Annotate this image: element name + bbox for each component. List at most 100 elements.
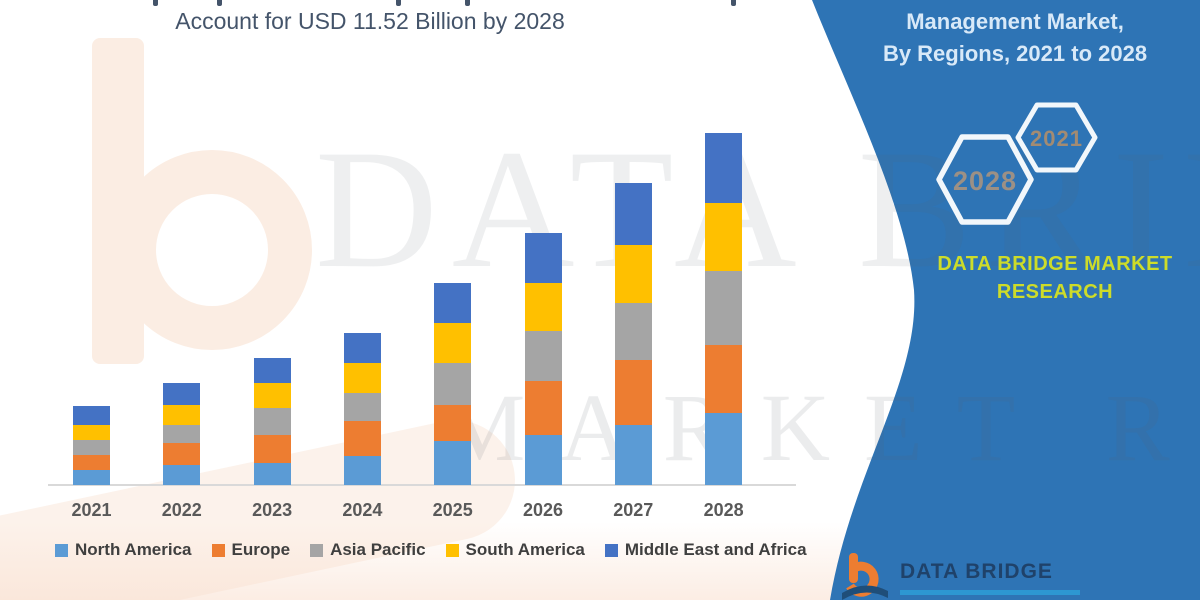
bar-segment-europe xyxy=(343,421,381,456)
footer-logo-text: DATA BRIDGE xyxy=(900,551,1080,595)
stacked-bar-2027 xyxy=(614,183,652,485)
bar-segment-north-america xyxy=(73,470,110,485)
band-heading-line1: Management Market, xyxy=(906,9,1124,34)
bar-segment-north-america xyxy=(434,441,472,485)
x-axis-label-2026: 2026 xyxy=(522,500,564,520)
footer-brand-text: DATA BRIDGE xyxy=(900,560,1053,583)
footer-logo-mark xyxy=(842,553,888,600)
bottom-peach-tint xyxy=(0,522,845,600)
stacked-bar-2028 xyxy=(705,133,743,485)
clipped-title-line-remnant xyxy=(217,0,222,6)
bar-segment-middle-east-and-africa xyxy=(705,133,743,203)
bar-segment-south-america xyxy=(253,383,291,408)
bar-segment-asia-pacific xyxy=(614,303,652,360)
bar-segment-north-america xyxy=(705,413,743,485)
bar-segment-asia-pacific xyxy=(524,331,562,381)
bar-segment-middle-east-and-africa xyxy=(73,406,110,425)
stacked-bar-2024 xyxy=(343,333,381,485)
legend: North America Europe Asia Pacific South Ame… xyxy=(55,540,807,560)
x-axis-label-2022: 2022 xyxy=(161,500,202,520)
stacked-bar-2021 xyxy=(73,406,110,485)
bar-segment-middle-east-and-africa xyxy=(614,183,652,245)
bar-segment-asia-pacific xyxy=(73,440,110,455)
hexagon-2028-shape xyxy=(936,134,1034,225)
stacked-bar-2022 xyxy=(163,383,201,485)
legend-item-south-america: South America xyxy=(445,540,585,560)
footer-logo: DATA BRIDGE xyxy=(842,551,1080,600)
bar-segment-south-america xyxy=(434,323,472,363)
bar-segment-north-america xyxy=(253,463,291,485)
bar-segment-asia-pacific xyxy=(705,271,743,345)
clipped-title-line-remnant xyxy=(396,0,401,6)
clipped-title-line-remnant xyxy=(153,0,158,6)
legend-label: North America xyxy=(75,540,192,559)
bar-segment-middle-east-and-africa xyxy=(343,333,381,363)
band-brand-text: DATA BRIDGE MARKET RESEARCH xyxy=(900,250,1200,306)
x-axis-line xyxy=(48,484,796,486)
bar-segment-europe xyxy=(434,405,472,441)
chart-title: Account for USD 11.52 Billion by 2028 xyxy=(175,8,565,34)
bar-segment-north-america xyxy=(614,425,652,485)
hexagon-2021-label: 2021 xyxy=(1030,126,1083,151)
bar-segment-middle-east-and-africa xyxy=(524,233,562,283)
bar-segment-south-america xyxy=(73,425,110,440)
bar-segment-south-america xyxy=(343,363,381,393)
bar-segment-middle-east-and-africa xyxy=(434,283,472,323)
legend-swatch xyxy=(310,543,324,557)
bar-segment-south-america xyxy=(705,203,743,271)
band-heading-line2: By Regions, 2021 to 2028 xyxy=(882,40,1148,66)
legend-item-asia-pacific: Asia Pacific xyxy=(310,540,426,560)
bar-segment-asia-pacific xyxy=(163,425,201,443)
legend-item-europe: Europe xyxy=(211,540,291,560)
clipped-title-line-remnant xyxy=(731,0,736,6)
legend-item-north-america: North America xyxy=(55,540,192,560)
bar-segment-europe xyxy=(163,443,201,465)
bar-segment-asia-pacific xyxy=(343,393,381,421)
bar-segment-south-america xyxy=(163,405,201,425)
bar-segment-middle-east-and-africa xyxy=(163,383,201,405)
x-axis-label-2025: 2025 xyxy=(432,500,473,520)
bar-segment-europe xyxy=(73,455,110,470)
legend-swatch xyxy=(211,543,225,557)
bar-segment-europe xyxy=(253,435,291,463)
bar-segment-north-america xyxy=(524,435,562,485)
x-axis-label-2023: 2023 xyxy=(252,500,293,520)
band-heading: Management Market, By Regions, 2021 to 2… xyxy=(850,6,1180,70)
legend-swatch xyxy=(55,543,68,557)
legend-label: Middle East and Africa xyxy=(624,540,807,559)
legend-swatch xyxy=(445,543,459,557)
stacked-bar-2025 xyxy=(434,283,472,485)
bar-segment-north-america xyxy=(163,465,201,485)
hexagon-2021-shape xyxy=(1015,102,1098,173)
stacked-bar-2023 xyxy=(253,358,291,485)
bar-segment-south-america xyxy=(524,283,562,331)
bar-segment-europe xyxy=(614,360,652,425)
bar-segment-europe xyxy=(524,381,562,435)
bar-segment-north-america xyxy=(343,456,381,485)
x-axis-label-2021: 2021 xyxy=(71,500,112,520)
bar-segment-asia-pacific xyxy=(434,363,472,405)
stacked-bar-2026 xyxy=(524,233,562,485)
bar-segment-asia-pacific xyxy=(253,408,291,435)
legend-swatch xyxy=(604,543,618,557)
legend-label: South America xyxy=(465,540,585,559)
bar-segment-south-america xyxy=(614,245,652,303)
footer-brand-underline xyxy=(900,590,1080,595)
band-brand-line1: DATA BRIDGE MARKET xyxy=(937,253,1173,275)
x-axis-label-2028: 2028 xyxy=(703,500,744,520)
clipped-title-line-remnant xyxy=(465,0,470,6)
bar-segment-europe xyxy=(705,345,743,413)
x-axis-label-2024: 2024 xyxy=(342,500,383,520)
bar-segment-middle-east-and-africa xyxy=(253,358,291,383)
legend-label: Asia Pacific xyxy=(330,540,426,559)
legend-item-middle-east-and-africa: Middle East and Africa xyxy=(604,540,807,560)
legend-label: Europe xyxy=(231,540,291,559)
hexagon-2028-label: 2028 xyxy=(952,166,1018,196)
band-shape xyxy=(812,0,1200,600)
band-brand-line2: RESEARCH xyxy=(996,281,1114,303)
x-axis-label-2027: 2027 xyxy=(613,500,654,520)
